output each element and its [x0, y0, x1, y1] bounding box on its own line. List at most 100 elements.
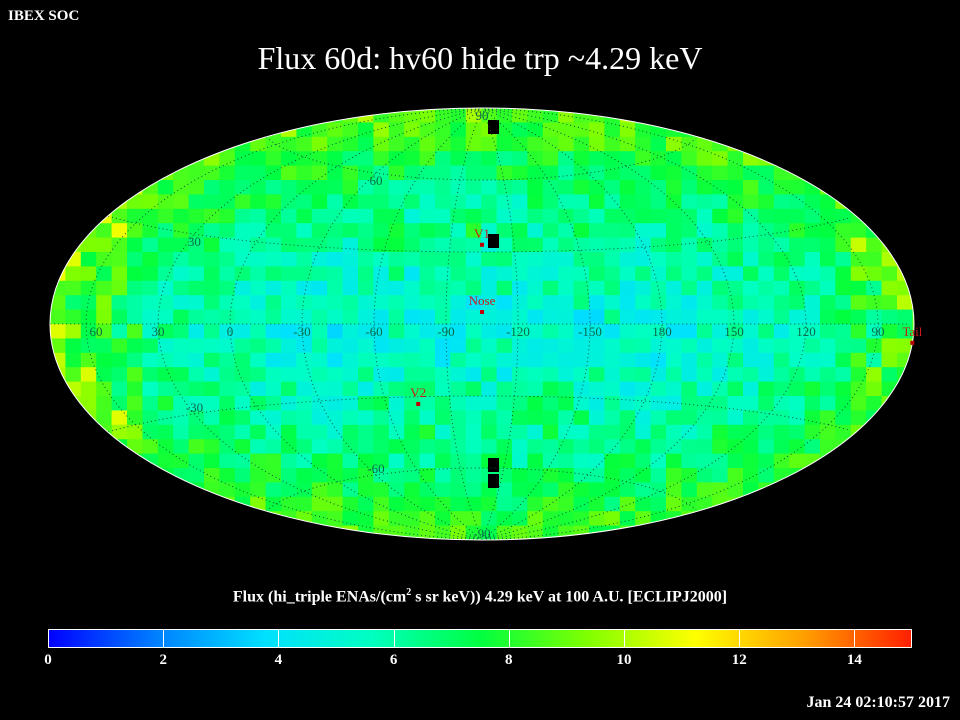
flux-pixel [573, 468, 590, 483]
flux-pixel [542, 136, 559, 152]
flux-pixel [358, 208, 374, 224]
flux-pixel [96, 439, 113, 455]
flux-pixel [80, 324, 97, 339]
flux-pixel [573, 309, 590, 325]
flux-pixel [743, 237, 759, 253]
flux-pixel [419, 122, 436, 138]
flux-pixel [65, 208, 82, 224]
flux-pixel [881, 525, 898, 540]
flux-pixel [281, 165, 297, 181]
flux-pixel [850, 252, 867, 267]
flux-pixel [558, 309, 575, 325]
flux-pixel [573, 136, 590, 152]
flux-pixel [234, 352, 251, 368]
map-outline [49, 107, 915, 541]
flux-pixel [773, 165, 790, 181]
flux-pixel [527, 266, 544, 282]
flux-pixel [758, 525, 775, 540]
flux-pixel [450, 252, 467, 267]
flux-pixel [404, 352, 421, 368]
flux-pixel [589, 309, 605, 325]
flux-pixel [496, 367, 513, 383]
flux-pixel [265, 367, 282, 383]
flux-pixel [342, 453, 359, 469]
flux-pixel [435, 237, 451, 253]
flux-pixel [296, 136, 313, 152]
flux-pixel [542, 424, 559, 440]
flux-pixel [727, 165, 744, 181]
flux-pixel [404, 496, 421, 512]
flux-pixel [281, 468, 297, 483]
flux-pixel [542, 280, 559, 296]
flux-pixel [296, 525, 313, 540]
flux-pixel [281, 180, 297, 195]
flux-pixel [481, 439, 498, 455]
flux-pixel [481, 352, 498, 368]
flux-pixel [204, 381, 220, 397]
flux-pixel [265, 237, 282, 253]
flux-pixel [758, 122, 775, 138]
flux-pixel [820, 439, 836, 455]
flux-pixel [450, 396, 467, 411]
flux-pixel [635, 309, 652, 325]
flux-pixel [604, 165, 621, 181]
flux-pixel [465, 511, 482, 527]
flux-pixel [573, 180, 590, 195]
flux-pixel [435, 453, 451, 469]
flux-pixel [573, 453, 590, 469]
flux-pixel [681, 352, 698, 368]
flux-pixel [635, 424, 652, 440]
flux-pixel [388, 136, 405, 152]
flux-pixel [758, 381, 775, 397]
flux-pixel [850, 511, 867, 527]
flux-pixel [850, 324, 867, 339]
flux-pixel [912, 266, 914, 282]
flux-pixel [250, 410, 267, 426]
flux-pixel [743, 223, 759, 239]
flux-pixel [96, 324, 113, 339]
flux-pixel [835, 540, 851, 555]
flux-pixel [388, 194, 405, 210]
flux-pixel [296, 309, 313, 325]
flux-pixel [96, 525, 113, 540]
flux-pixel [219, 511, 236, 527]
flux-pixel [358, 165, 374, 181]
flux-pixel [342, 280, 359, 296]
flux-pixel [127, 324, 143, 339]
flux-pixel [204, 424, 220, 440]
flux-pixel [835, 410, 852, 426]
flux-pixel [188, 338, 205, 354]
flux-pixel [157, 122, 174, 138]
flux-pixel [234, 237, 251, 253]
grid-label: 0 [227, 324, 234, 339]
flux-pixel [573, 496, 590, 512]
flux-pixel [897, 525, 913, 540]
flux-pixel [866, 194, 883, 210]
flux-pixel [465, 223, 482, 239]
flux-pixel [173, 122, 190, 138]
flux-pixel [234, 525, 251, 540]
flux-pixel [881, 309, 898, 325]
flux-pixel [188, 439, 205, 455]
flux-pixel [727, 525, 744, 540]
flux-pixel [173, 468, 190, 483]
flux-pixel [712, 295, 729, 311]
flux-pixel [50, 309, 66, 325]
flux-pixel [96, 295, 113, 311]
flux-pixel [450, 122, 467, 138]
flux-pixel [712, 367, 729, 383]
flux-pixel [111, 295, 128, 311]
flux-pixel [820, 237, 836, 253]
flux-pixel [558, 381, 575, 397]
flux-pixel [265, 309, 282, 325]
flux-pixel [650, 482, 667, 498]
flux-pixel [311, 511, 328, 527]
flux-pixel [804, 165, 821, 181]
flux-pixel [450, 410, 467, 426]
flux-pixel [650, 136, 667, 152]
flux-pixel [542, 309, 559, 325]
flux-pixel [173, 108, 190, 123]
flux-pixel [804, 266, 821, 282]
flux-pixel [327, 309, 344, 325]
